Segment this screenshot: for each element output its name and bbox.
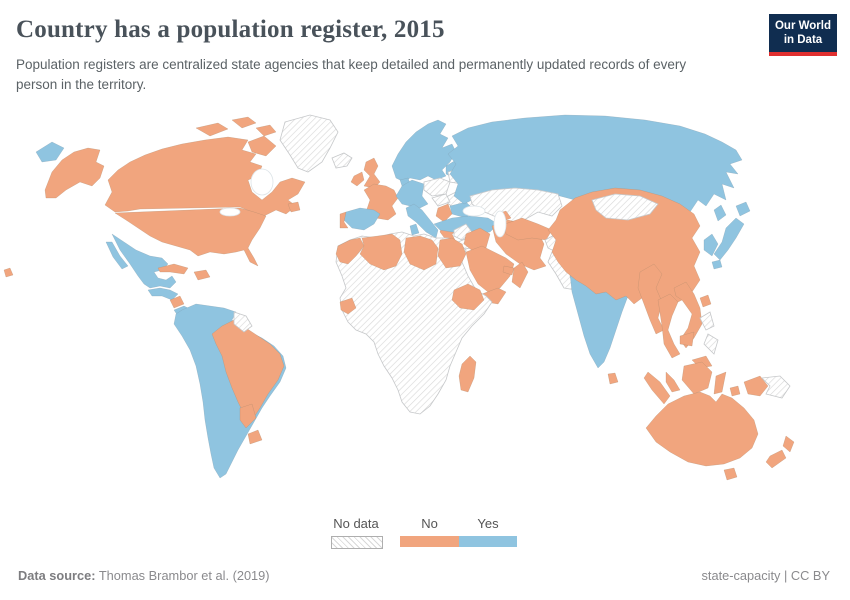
owid-logo-red-bar <box>769 51 837 56</box>
legend-swatch-yes[interactable] <box>459 536 517 547</box>
country-canada[interactable] <box>104 136 306 217</box>
legend-swatch-no-data[interactable] <box>331 536 383 549</box>
country-indonesia-moluccas[interactable] <box>729 385 741 397</box>
data-source-note: Data source: Thomas Brambor et al. (2019… <box>18 568 270 583</box>
country-japan-hokkaido[interactable] <box>735 201 751 217</box>
country-greenland[interactable] <box>279 114 339 173</box>
data-source-text[interactable]: Thomas Brambor et al. (2019) <box>98 568 270 583</box>
legend-label-no-data: No data <box>333 516 379 531</box>
country-russia-sakhalin[interactable] <box>713 204 727 222</box>
country-mexico[interactable] <box>111 233 177 289</box>
country-japan[interactable] <box>713 217 745 261</box>
country-uae[interactable] <box>502 265 515 276</box>
country-new-zealand-south[interactable] <box>765 449 787 469</box>
country-canada-newfoundland[interactable] <box>287 201 301 213</box>
country-indonesia-papua[interactable] <box>743 375 769 397</box>
country-indonesia-sumatra[interactable] <box>643 371 671 405</box>
country-indonesia-borneo[interactable] <box>681 361 713 395</box>
country-sri-lanka[interactable] <box>607 372 619 385</box>
country-taiwan[interactable] <box>699 294 712 308</box>
region-scandinavia[interactable] <box>391 119 457 183</box>
country-mongolia[interactable] <box>591 193 659 221</box>
country-iceland[interactable] <box>331 152 353 169</box>
country-philippines[interactable] <box>699 311 715 331</box>
country-baja-california[interactable] <box>105 241 129 270</box>
world-choropleth-map <box>0 105 850 510</box>
country-kazakhstan[interactable] <box>469 187 563 223</box>
country-myanmar[interactable] <box>637 263 665 335</box>
region-central-europe[interactable] <box>395 179 429 209</box>
country-madagascar[interactable] <box>458 355 477 393</box>
country-hungary[interactable] <box>431 193 451 207</box>
country-alaska[interactable] <box>44 147 105 199</box>
owid-logo[interactable]: Our World in Data <box>769 14 837 56</box>
country-poland[interactable] <box>423 177 451 197</box>
country-papua-new-guinea[interactable] <box>761 375 791 399</box>
country-new-zealand-north[interactable] <box>782 435 795 453</box>
country-italy-sardinia[interactable] <box>409 223 420 236</box>
country-ethiopia[interactable] <box>451 283 485 311</box>
country-vietnam-laos[interactable] <box>673 281 703 349</box>
country-canada-arctic-island[interactable] <box>231 116 257 129</box>
legend-swatch-no[interactable] <box>400 536 459 547</box>
country-thailand[interactable] <box>657 293 681 359</box>
region-guyanas[interactable] <box>233 311 253 333</box>
license-note[interactable]: state-capacity | CC BY <box>701 568 831 583</box>
black-sea <box>462 205 486 217</box>
country-indonesia-sulawesi[interactable] <box>713 371 727 395</box>
country-canada-arctic-island[interactable] <box>195 122 229 137</box>
country-spain[interactable] <box>343 207 381 231</box>
country-italy[interactable] <box>405 203 439 239</box>
region-central-asian-states[interactable] <box>504 217 553 241</box>
country-portugal[interactable] <box>339 211 349 229</box>
country-canada-baffin[interactable] <box>247 135 277 157</box>
country-united-states[interactable] <box>114 207 267 267</box>
page-title: Country has a population register, 2015 <box>16 16 445 43</box>
data-source-prefix: Data source: <box>18 568 96 583</box>
country-philippines[interactable] <box>703 333 719 355</box>
country-chukotka[interactable] <box>35 141 65 163</box>
country-nicaragua[interactable] <box>169 295 185 309</box>
hudson-bay <box>250 168 274 196</box>
world-map-svg <box>3 114 795 481</box>
legend-label-no: No <box>421 516 438 531</box>
country-morocco[interactable] <box>335 237 365 265</box>
country-saudi-arabia[interactable] <box>465 245 515 293</box>
owid-logo-text: Our World in Data <box>769 14 837 52</box>
country-uruguay[interactable] <box>247 429 263 445</box>
country-algeria[interactable] <box>359 233 403 271</box>
country-egypt[interactable] <box>437 237 467 269</box>
country-australia-tasmania[interactable] <box>723 467 738 481</box>
country-hawaii[interactable] <box>3 267 14 278</box>
region-africa-mainland[interactable] <box>335 231 493 415</box>
country-south-korea[interactable] <box>703 233 719 257</box>
country-cuba[interactable] <box>157 263 189 275</box>
country-malaysia[interactable] <box>665 371 681 393</box>
country-libya[interactable] <box>403 235 439 271</box>
country-united-kingdom[interactable] <box>363 157 381 189</box>
country-australia[interactable] <box>645 391 759 467</box>
country-serbia[interactable] <box>435 203 453 223</box>
country-paraguay[interactable] <box>239 403 257 429</box>
chart-subtitle: Population registers are centralized sta… <box>16 57 687 93</box>
country-oman[interactable] <box>511 261 529 289</box>
caspian-sea <box>493 210 507 238</box>
country-guatemala-honduras[interactable] <box>147 287 179 301</box>
country-cambodia[interactable] <box>679 331 695 347</box>
country-canada-arctic-island[interactable] <box>255 124 277 137</box>
legend-label-yes: Yes <box>477 516 499 531</box>
great-lakes <box>219 207 241 217</box>
country-ireland[interactable] <box>350 171 365 187</box>
country-hispaniola[interactable] <box>193 269 211 281</box>
country-japan-kyushu[interactable] <box>711 259 723 270</box>
country-guinea[interactable] <box>339 297 357 315</box>
map-legend: No data No Yes <box>0 516 850 556</box>
